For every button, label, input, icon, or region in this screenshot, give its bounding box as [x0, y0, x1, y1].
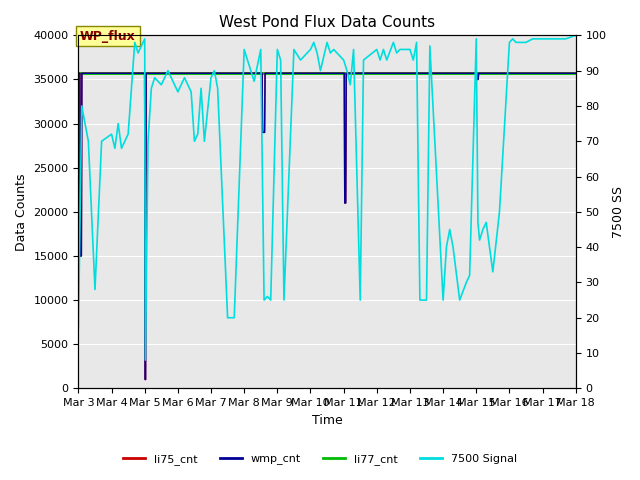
Y-axis label: 7500 SS: 7500 SS	[612, 186, 625, 238]
Legend: li75_cnt, wmp_cnt, li77_cnt, 7500 Signal: li75_cnt, wmp_cnt, li77_cnt, 7500 Signal	[118, 450, 522, 469]
Y-axis label: Data Counts: Data Counts	[15, 173, 28, 251]
Title: West Pond Flux Data Counts: West Pond Flux Data Counts	[219, 15, 435, 30]
X-axis label: Time: Time	[312, 414, 342, 427]
Text: WP_flux: WP_flux	[80, 30, 136, 43]
